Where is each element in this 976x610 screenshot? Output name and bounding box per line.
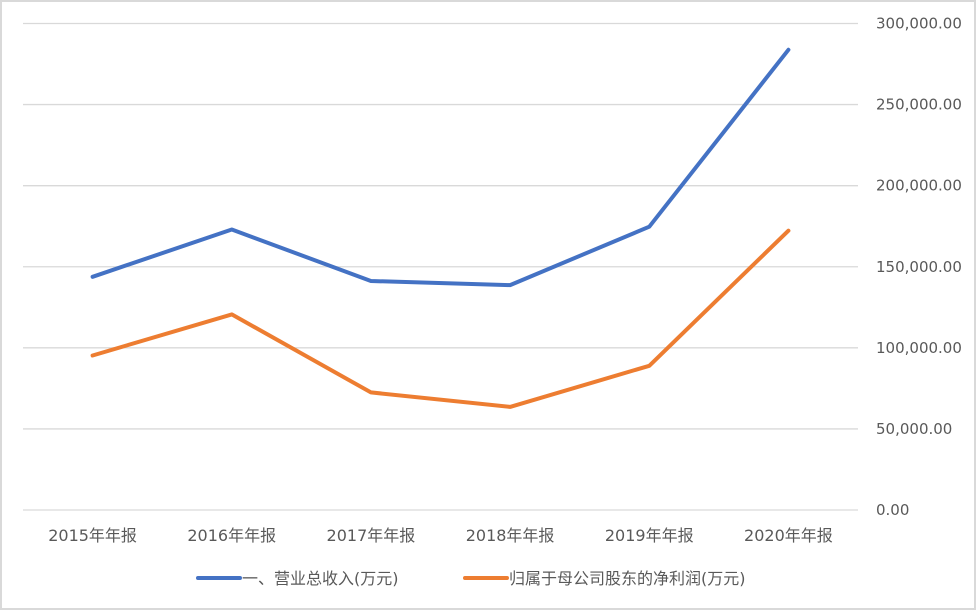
y-tick-label: 300,000.00 [876,15,962,33]
y-axis-tick-labels: 0.00 50,000.00 100,000.00 150,000.00 200,000… [876,15,962,520]
gridlines [23,22,858,511]
series-line-1 [90,47,791,288]
x-category-label: 2015年年报 [48,526,137,545]
x-category-label: 2017年年报 [327,526,416,545]
y-tick-label: 250,000.00 [876,96,962,114]
series-line-2 [90,228,791,409]
y-tick-label: 150,000.00 [876,258,962,276]
legend-label: 一、营业总收入(万元) [242,569,399,588]
legend-item-1: 一、营业总收入(万元) [196,569,399,588]
x-category-label: 2020年年报 [744,526,833,545]
legend-label: 归属于母公司股东的净利润(万元) [509,569,746,588]
y-tick-label: 50,000.00 [876,420,952,438]
x-category-label: 2019年年报 [605,526,694,545]
x-category-label: 2016年年报 [187,526,276,545]
x-axis-category-labels: 2015年年报 2016年年报 2017年年报 2018年年报 2019年年报 2020年… [48,526,833,545]
legend: 一、营业总收入(万元) 归属于母公司股东的净利润(万元) [196,569,746,588]
y-tick-label: 200,000.00 [876,177,962,195]
series-lines [90,47,791,409]
legend-item-2: 归属于母公司股东的净利润(万元) [463,569,746,588]
y-tick-label: 100,000.00 [876,339,962,357]
x-category-label: 2018年年报 [466,526,555,545]
y-tick-label: 0.00 [876,501,909,519]
